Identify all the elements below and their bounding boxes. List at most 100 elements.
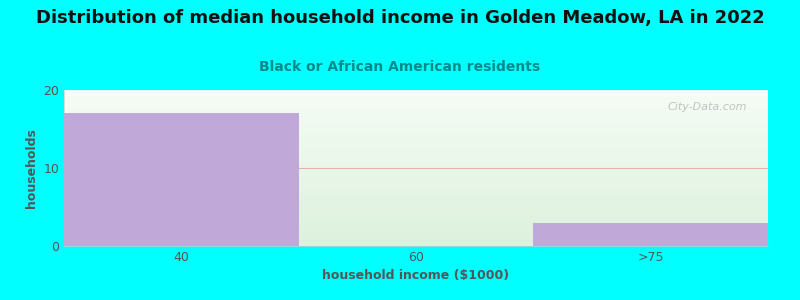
Bar xyxy=(64,206,768,207)
Bar xyxy=(64,218,768,220)
Bar xyxy=(64,224,768,226)
Bar xyxy=(64,202,768,204)
Bar xyxy=(64,230,768,232)
Bar xyxy=(64,121,768,123)
Bar xyxy=(64,148,768,149)
Bar xyxy=(64,169,768,171)
Bar xyxy=(64,196,768,198)
Bar xyxy=(64,128,768,129)
Bar xyxy=(64,126,768,128)
Bar xyxy=(64,204,768,206)
Bar xyxy=(64,103,768,104)
Bar xyxy=(64,240,768,241)
Bar xyxy=(534,223,768,246)
Bar xyxy=(64,90,768,92)
Bar xyxy=(64,106,768,107)
Bar xyxy=(64,237,768,238)
Bar xyxy=(64,162,768,163)
Bar xyxy=(64,149,768,151)
Bar xyxy=(64,98,768,99)
Bar xyxy=(64,137,768,138)
Bar xyxy=(64,221,768,223)
Bar xyxy=(64,193,768,194)
Bar xyxy=(64,113,768,115)
Bar xyxy=(64,235,768,237)
Bar xyxy=(64,129,768,130)
Bar xyxy=(64,168,768,170)
Bar xyxy=(64,208,768,210)
Bar xyxy=(64,213,768,215)
Text: Black or African American residents: Black or African American residents xyxy=(259,60,541,74)
Bar xyxy=(64,160,768,162)
Bar xyxy=(64,179,768,181)
Bar xyxy=(64,190,768,191)
Bar xyxy=(64,152,768,154)
Bar xyxy=(64,154,768,155)
Bar xyxy=(64,130,768,132)
Bar xyxy=(64,107,768,109)
Bar xyxy=(64,191,768,193)
Bar xyxy=(64,109,768,110)
Bar xyxy=(64,185,768,187)
Bar xyxy=(64,194,768,196)
Bar xyxy=(64,116,768,118)
Bar xyxy=(64,124,768,126)
Bar xyxy=(64,132,768,134)
Bar xyxy=(64,99,768,101)
X-axis label: household income ($1000): household income ($1000) xyxy=(322,269,510,282)
Bar xyxy=(64,188,768,190)
Bar xyxy=(64,167,768,168)
Text: Distribution of median household income in Golden Meadow, LA in 2022: Distribution of median household income … xyxy=(36,9,764,27)
Bar xyxy=(64,210,768,212)
Bar xyxy=(64,142,768,143)
Bar xyxy=(64,243,768,244)
Bar xyxy=(64,155,768,157)
Bar xyxy=(64,215,768,216)
Bar xyxy=(64,216,768,218)
Bar xyxy=(64,112,768,113)
Bar xyxy=(64,187,768,188)
Bar xyxy=(64,145,768,146)
Text: City-Data.com: City-Data.com xyxy=(667,103,747,112)
Bar xyxy=(64,146,768,148)
Bar xyxy=(64,118,768,120)
Bar xyxy=(64,238,768,240)
Bar xyxy=(64,123,768,124)
Bar xyxy=(64,223,768,224)
Bar xyxy=(64,176,768,177)
Bar xyxy=(64,115,768,116)
Bar xyxy=(64,93,768,95)
Bar xyxy=(64,120,768,121)
Bar xyxy=(64,241,768,243)
Bar xyxy=(64,229,768,230)
Bar xyxy=(64,138,768,140)
Bar xyxy=(64,143,768,145)
Bar xyxy=(64,92,768,93)
Bar xyxy=(64,244,768,246)
Bar xyxy=(64,113,298,246)
Bar xyxy=(64,233,768,235)
Bar xyxy=(64,134,768,135)
Bar xyxy=(64,140,768,142)
Bar xyxy=(64,198,768,199)
Bar xyxy=(64,227,768,229)
Bar xyxy=(64,212,768,213)
Bar xyxy=(64,95,768,96)
Bar xyxy=(64,232,768,233)
Bar xyxy=(64,110,768,112)
Bar xyxy=(64,159,768,160)
Bar xyxy=(64,181,768,182)
Bar xyxy=(64,151,768,152)
Bar xyxy=(64,171,768,173)
Bar xyxy=(64,226,768,227)
Bar xyxy=(64,184,768,185)
Bar xyxy=(64,207,768,208)
Bar xyxy=(64,201,768,202)
Bar xyxy=(64,163,768,165)
Bar xyxy=(64,165,768,166)
Bar xyxy=(64,96,768,98)
Bar xyxy=(64,182,768,184)
Bar xyxy=(64,101,768,103)
Bar xyxy=(64,173,768,174)
Bar xyxy=(64,104,768,106)
